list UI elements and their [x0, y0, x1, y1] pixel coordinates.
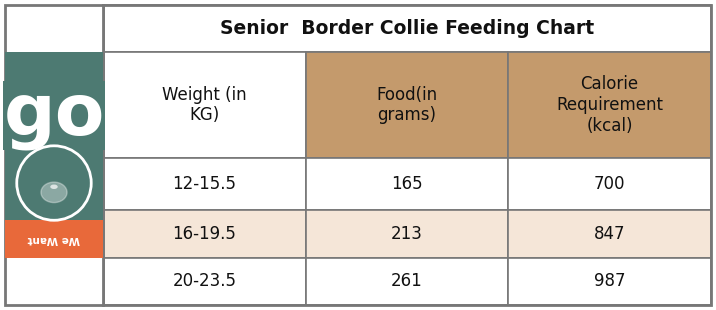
- Bar: [103, 258, 306, 305]
- Bar: [306, 258, 508, 305]
- Text: 261: 261: [391, 272, 423, 290]
- Text: Calorie
Requirement
(kcal): Calorie Requirement (kcal): [556, 75, 663, 135]
- Text: 12-15.5: 12-15.5: [173, 175, 236, 193]
- Bar: [103, 158, 306, 210]
- Ellipse shape: [41, 182, 67, 203]
- Text: go: go: [4, 81, 105, 150]
- Bar: [508, 258, 711, 305]
- Text: Food(in
grams): Food(in grams): [377, 86, 437, 124]
- Text: go: go: [4, 81, 105, 150]
- Text: Senior  Border Collie Feeding Chart: Senior Border Collie Feeding Chart: [220, 19, 594, 38]
- Text: 165: 165: [391, 175, 423, 193]
- Text: 987: 987: [594, 272, 625, 290]
- Bar: [508, 52, 711, 158]
- Bar: [508, 158, 711, 210]
- Bar: [306, 210, 508, 258]
- Text: 847: 847: [594, 225, 625, 243]
- Bar: [5, 220, 103, 258]
- Text: Weight (in
KG): Weight (in KG): [162, 86, 246, 124]
- Bar: [5, 52, 103, 258]
- Ellipse shape: [50, 184, 58, 189]
- Bar: [508, 210, 711, 258]
- Bar: [103, 5, 711, 52]
- Bar: [5, 5, 103, 305]
- Bar: [103, 52, 306, 158]
- Text: We Want: We Want: [28, 234, 80, 244]
- Text: 700: 700: [594, 175, 625, 193]
- Bar: [103, 210, 306, 258]
- Text: 20-23.5: 20-23.5: [173, 272, 236, 290]
- Text: 16-19.5: 16-19.5: [173, 225, 236, 243]
- Bar: [306, 158, 508, 210]
- Bar: [306, 52, 508, 158]
- Bar: [103, 5, 711, 305]
- Text: 213: 213: [391, 225, 423, 243]
- Circle shape: [16, 146, 91, 220]
